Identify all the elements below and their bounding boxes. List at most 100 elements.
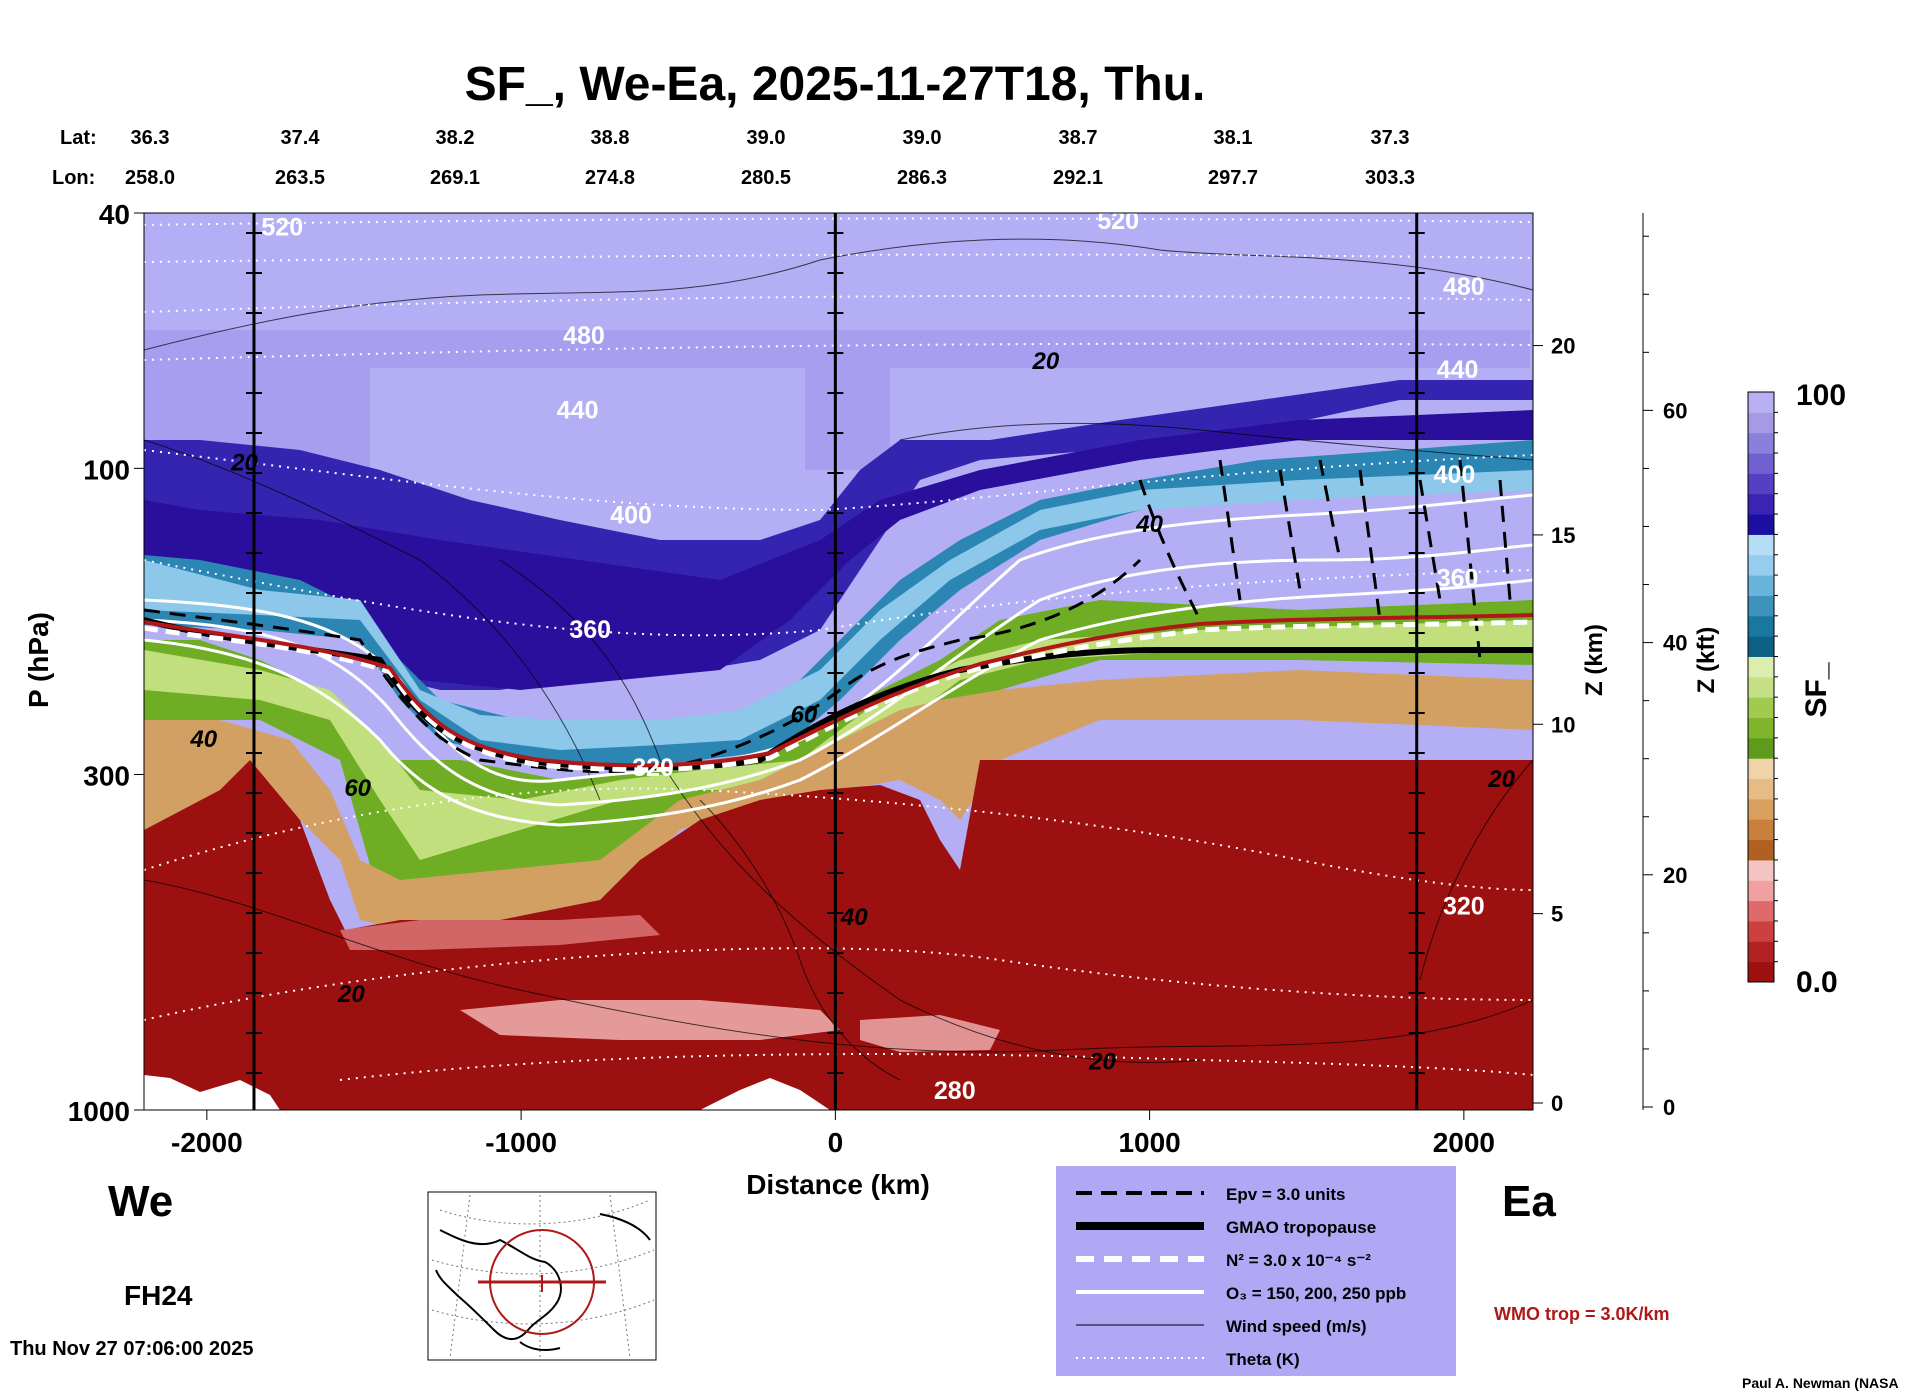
z-kft-tick-label: 60 — [1663, 398, 1687, 423]
colorbar-swatch — [1748, 432, 1774, 454]
colorbar-swatch — [1748, 798, 1774, 820]
colorbar-swatch — [1748, 717, 1774, 739]
colorbar-swatch — [1748, 737, 1774, 759]
colorbar-swatch — [1748, 839, 1774, 861]
lon-row-label: Lon: — [52, 167, 95, 189]
lat-value: 38.1 — [1214, 127, 1253, 149]
lat-value: 37.3 — [1371, 127, 1410, 149]
theta-line — [144, 217, 1533, 226]
theta-label: 400 — [610, 501, 652, 529]
colorbar-max-label: 100 — [1796, 379, 1846, 412]
z-km-tick-label: 0 — [1551, 1091, 1563, 1116]
lat-value: 36.3 — [131, 127, 170, 149]
colorbar-swatch — [1748, 758, 1774, 780]
colorbar-swatch — [1748, 941, 1774, 963]
legend-label: Epv = 3.0 units — [1226, 1185, 1346, 1204]
wind-label: 40 — [840, 904, 868, 931]
lat-value: 38.2 — [436, 127, 475, 149]
z-km-label: Z (km) — [1581, 624, 1608, 696]
wind-label: 20 — [1088, 1048, 1116, 1075]
lon-value: 263.5 — [275, 167, 325, 189]
inset-coastline — [435, 1213, 651, 1351]
lon-value: 286.3 — [897, 167, 947, 189]
plot-field: 520480440400360320280520480440400360320 … — [144, 207, 1533, 1110]
x-tick-label: 0 — [828, 1127, 844, 1158]
y-tick-label: 100 — [83, 454, 130, 485]
colorbar-swatch — [1748, 920, 1774, 942]
legend-label: Theta (K) — [1226, 1350, 1300, 1369]
x-axis: -2000 -1000 0 1000 2000 — [171, 1110, 1495, 1158]
wind-labels: 20 20 40 40 60 60 40 20 20 20 — [189, 348, 1515, 1076]
field-pink-lower-c — [860, 1015, 1000, 1052]
lat-row-label: Lat: — [60, 127, 97, 149]
wind-contour — [144, 238, 1533, 351]
legend-items: Epv = 3.0 units GMAO tropopause N² = 3.0 x… — [1076, 1185, 1406, 1369]
field-upper-pale-block — [144, 330, 1530, 470]
theta-line — [144, 787, 1533, 891]
ozone-line — [144, 578, 1533, 827]
legend-label: N² = 3.0 x 10⁻⁴ s⁻² — [1226, 1251, 1371, 1270]
colorbar-swatch — [1748, 636, 1774, 657]
theta-line — [144, 253, 1533, 263]
legend: Epv = 3.0 units GMAO tropopause N² = 3.0 x… — [1056, 1166, 1456, 1376]
colorbar-title: SF_ — [1800, 662, 1833, 717]
theta-label: 320 — [1443, 892, 1485, 920]
colorbar-swatch — [1748, 554, 1774, 576]
colorbar-swatch — [1748, 676, 1774, 698]
theta-label: 520 — [1097, 207, 1139, 235]
theta-label: 360 — [569, 616, 611, 644]
theta-label: 320 — [632, 754, 674, 782]
colorbar-swatch — [1748, 880, 1774, 902]
x-tick-label: -2000 — [171, 1127, 243, 1158]
wind-label: 20 — [1487, 766, 1515, 793]
z-kft-label: Z (kft) — [1693, 627, 1720, 694]
z-km-tick-label: 15 — [1551, 523, 1575, 548]
colorbar-swatch — [1748, 819, 1774, 841]
wind-label: 40 — [189, 726, 217, 753]
z-kft-tick-label: 40 — [1663, 631, 1687, 656]
wind-contours — [144, 238, 1533, 1081]
theta-label: 440 — [1437, 356, 1479, 384]
y-tick-label: 1000 — [68, 1096, 130, 1127]
y-axis: 40 100 300 1000 — [68, 199, 144, 1127]
theta-line — [144, 294, 1533, 313]
colorbar-swatch — [1748, 778, 1774, 800]
wind-label: 20 — [1032, 348, 1060, 375]
inset-map — [427, 1191, 657, 1361]
theta-lines — [144, 217, 1533, 1081]
z-kft-tick-label: 20 — [1663, 863, 1687, 888]
colorbar-swatch — [1748, 961, 1774, 983]
forecast-hour: FH24 — [124, 1280, 193, 1311]
reference-lines — [245, 213, 1425, 1110]
z-km-tick-label: 5 — [1551, 902, 1563, 927]
colorbar-swatch — [1748, 697, 1774, 719]
credit: Paul A. Newman (NASA — [1742, 1375, 1899, 1391]
legend-label: GMAO tropopause — [1226, 1218, 1376, 1237]
timestamp: Thu Nov 27 07:06:00 2025 — [10, 1338, 253, 1360]
colorbar-min-label: 0.0 — [1796, 966, 1838, 999]
legend-label: O₃ = 150, 200, 250 ppb — [1226, 1284, 1406, 1303]
wind-label: 60 — [791, 702, 818, 729]
lon-value: 258.0 — [125, 167, 175, 189]
y-tick-label: 300 — [83, 760, 130, 791]
lon-value: 303.3 — [1365, 167, 1415, 189]
theta-label: 480 — [563, 322, 605, 350]
field-pink-lower-b — [460, 1000, 840, 1040]
z-km-axis: 0 5 10 15 20 — [1533, 334, 1575, 1116]
n2-line — [144, 619, 1533, 773]
field-blue-band — [144, 440, 1533, 770]
lat-value: 39.0 — [903, 127, 942, 149]
wind-label: 40 — [1135, 511, 1163, 538]
theta-label: 440 — [557, 397, 599, 425]
colorbar-swatch — [1748, 575, 1774, 596]
z-kft-tick-label: 0 — [1663, 1095, 1675, 1120]
epv-lines — [144, 459, 1512, 774]
lon-value: 292.1 — [1053, 167, 1103, 189]
colorbar-swatch — [1748, 473, 1774, 495]
z-kft-axis: 0 20 40 60 — [1642, 213, 1687, 1120]
ozone-line — [144, 543, 1533, 807]
field-pink-lower-a — [340, 915, 660, 950]
colorbar-frame — [1747, 391, 1775, 983]
epv-line — [144, 558, 1142, 774]
